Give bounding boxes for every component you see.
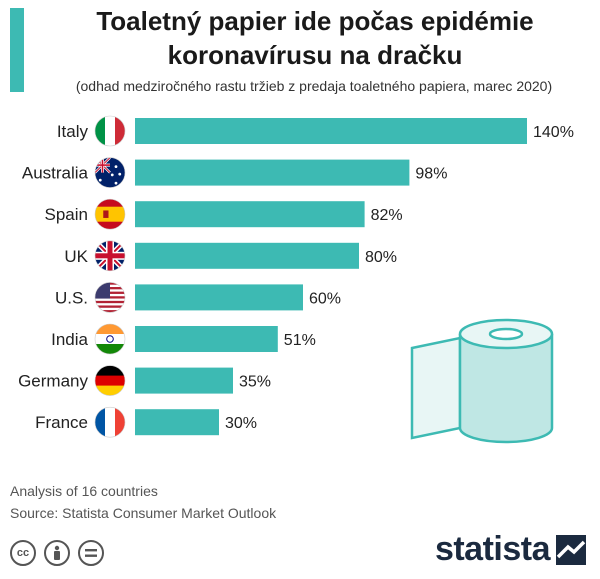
value-label: 35% [239, 374, 271, 391]
bar-row-uk: UK 80% [64, 240, 397, 272]
category-label: U.S. [55, 288, 88, 307]
category-label: Italy [57, 122, 89, 141]
uk-flag-icon [94, 240, 126, 272]
bar-row-germany: Germany 35% [18, 365, 271, 396]
bar [135, 242, 359, 269]
license-icons: cc [10, 540, 104, 566]
bar [135, 284, 303, 311]
bar-row-france: France 30% [35, 406, 257, 438]
bar [135, 326, 278, 352]
india-flag-icon [94, 323, 126, 355]
category-label: France [35, 413, 88, 432]
value-label: 60% [309, 290, 341, 307]
value-label: 80% [365, 249, 397, 266]
value-label: 82% [371, 207, 403, 224]
accent-bar [10, 8, 24, 92]
australia-flag-icon [94, 157, 126, 188]
chart-title: Toaletný papier ide počas epidémie koron… [34, 4, 596, 72]
bar [135, 118, 527, 144]
value-label: 51% [284, 332, 316, 349]
category-label: UK [64, 247, 88, 266]
france-flag-icon [94, 406, 126, 438]
source-note: Source: Statista Consumer Market Outlook [10, 505, 277, 521]
category-label: Germany [18, 372, 88, 391]
chart-subtitle: (odhad medziročného rastu tržieb z preda… [75, 78, 553, 94]
bar [135, 159, 410, 186]
category-label: Spain [45, 205, 88, 224]
no-derivatives-icon[interactable] [78, 540, 104, 566]
title-line-1: Toaletný papier ide počas epidémie [96, 6, 534, 36]
value-label: 140% [533, 124, 574, 141]
bar [135, 409, 219, 436]
value-label: 30% [225, 415, 257, 432]
cc-icon[interactable]: cc [10, 540, 36, 566]
bar-row-australia: Australia 98% [22, 157, 447, 188]
bar-chart: Italy 140% Australia 98% Spain 82% UK 80% U.S. 60… [18, 115, 574, 438]
category-label: India [51, 330, 88, 349]
bar-row-us: U.S. 60% [55, 282, 341, 313]
germany-flag-icon [94, 365, 126, 396]
bar-row-italy: Italy 140% [57, 115, 574, 147]
category-label: Australia [22, 164, 89, 183]
statista-logo-icon [556, 534, 586, 565]
analysis-note: Analysis of 16 countries [10, 483, 158, 499]
spain-flag-icon [94, 198, 126, 230]
toilet-paper-roll-illustration [410, 318, 554, 444]
attribution-icon[interactable] [44, 540, 70, 566]
value-label: 98% [415, 166, 447, 183]
title-line-2: koronavírusu na dračku [167, 40, 463, 70]
bar-row-spain: Spain 82% [45, 198, 403, 230]
us-flag-icon [94, 282, 126, 313]
brand-name: statista [434, 530, 551, 568]
bar [135, 201, 365, 228]
bar-row-india: India 51% [51, 323, 316, 355]
italy-flag-icon [94, 115, 126, 147]
statista-brand[interactable]: statista [435, 530, 586, 569]
bar [135, 367, 233, 394]
